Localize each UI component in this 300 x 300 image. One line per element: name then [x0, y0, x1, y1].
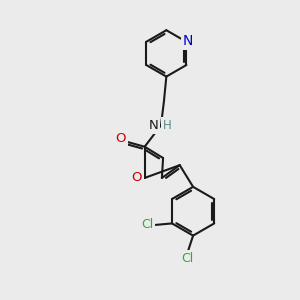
Text: H: H — [163, 119, 172, 132]
Text: N: N — [183, 34, 193, 48]
Text: Cl: Cl — [182, 252, 194, 265]
Text: N: N — [149, 119, 158, 132]
Text: O: O — [115, 132, 125, 145]
Text: O: O — [131, 171, 142, 184]
Text: Cl: Cl — [141, 218, 153, 231]
